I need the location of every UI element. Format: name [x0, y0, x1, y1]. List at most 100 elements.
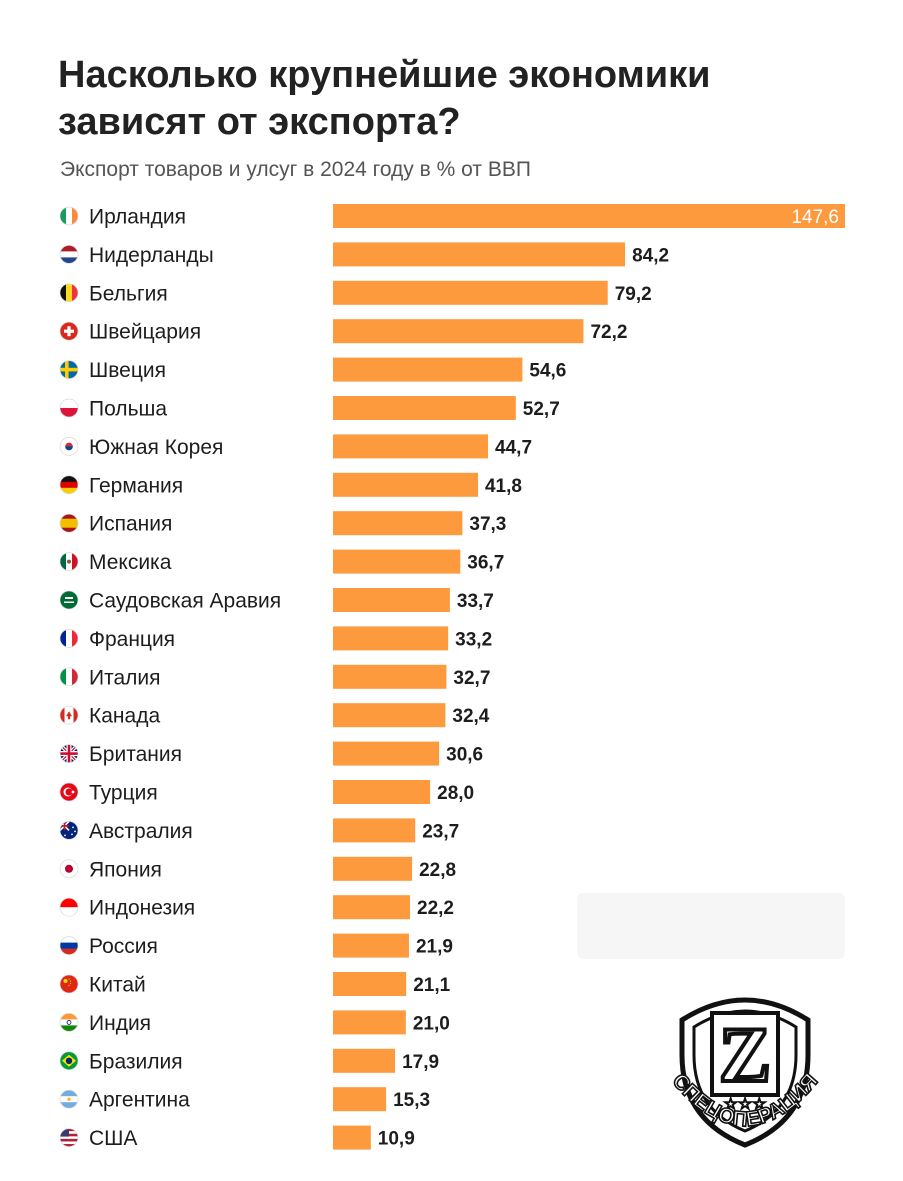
- bar: [333, 895, 411, 920]
- category-label: Австралия: [89, 820, 193, 843]
- category-label: Польша: [89, 398, 167, 421]
- chart-row: Германия 41,8: [59, 472, 522, 497]
- bar: [333, 204, 845, 228]
- category-label: Германия: [89, 474, 183, 497]
- chart-row: Нидерланды 84,2: [59, 242, 669, 267]
- bar: [333, 588, 450, 612]
- bar: [333, 434, 489, 459]
- value-label: 33,2: [455, 629, 492, 650]
- category-label: Бельгия: [89, 282, 168, 305]
- svg-text:☆☆☆: ☆☆☆: [723, 1096, 766, 1113]
- category-label: Индия: [89, 1012, 151, 1035]
- flag-poland-icon: [59, 398, 79, 418]
- bar: [333, 626, 449, 651]
- chart-row: Китай 21,1: [59, 972, 451, 997]
- flag-india-icon: [59, 1013, 79, 1032]
- bar: [333, 1125, 371, 1150]
- category-label: Франция: [89, 628, 175, 651]
- chart-row: Польша 52,7: [59, 396, 560, 421]
- chart-row: Япония 22,8: [59, 856, 456, 881]
- chart-row: Ирландия 147,6: [59, 204, 845, 229]
- category-label: Швейцария: [89, 321, 201, 344]
- category-label: Ирландия: [89, 206, 186, 229]
- flag-mexico-icon: [59, 552, 79, 571]
- bar: [333, 703, 446, 728]
- value-label: 33,7: [457, 591, 494, 612]
- value-label: 21,1: [413, 975, 450, 996]
- value-label: 32,7: [453, 668, 490, 689]
- bar: [333, 664, 447, 689]
- flag-indonesia-icon: [59, 897, 79, 917]
- flag-sweden-icon: [59, 360, 79, 379]
- chart-row: Турция 28,0: [59, 780, 474, 805]
- category-label: Индонезия: [89, 897, 195, 920]
- chart-row: Швеция 54,6: [59, 357, 566, 382]
- flag-germany-icon: [59, 475, 79, 495]
- chart-row: Британия 30,6: [59, 741, 483, 766]
- flag-france-icon: [59, 629, 79, 648]
- bar: [333, 280, 608, 305]
- bar: [333, 319, 584, 344]
- chart-row: Индия 21,0: [59, 1010, 450, 1035]
- chart-row: Аргентина 15,3: [59, 1087, 430, 1112]
- chart-row: Италия 32,7: [59, 664, 490, 689]
- chart-row: Франция 33,2: [59, 626, 492, 651]
- blurred-area: [577, 893, 845, 959]
- bar: [333, 472, 478, 497]
- value-label: 15,3: [393, 1090, 430, 1111]
- chart-subtitle: Экспорт товаров и улсуг в 2024 году в % …: [60, 158, 531, 181]
- category-label: Канада: [89, 705, 160, 728]
- flag-usa-icon: [59, 1128, 79, 1147]
- chart-row: Бельгия 79,2: [59, 280, 652, 305]
- value-label: 79,2: [615, 284, 652, 305]
- category-label: Нидерланды: [89, 244, 214, 267]
- value-label: 28,0: [437, 783, 474, 804]
- chart-row: Канада 32,4: [59, 703, 490, 728]
- value-label: 41,8: [485, 476, 522, 497]
- flag-ireland-icon: [59, 206, 79, 226]
- value-label: 32,4: [452, 706, 489, 727]
- bar: [333, 1048, 396, 1073]
- bar: [333, 1010, 406, 1035]
- flag-china-icon: [59, 974, 79, 994]
- flag-turkey-icon: [59, 782, 79, 802]
- chart-row: Саудовская Аравия 33,7: [59, 588, 494, 613]
- bar: [333, 856, 413, 881]
- value-label: 52,7: [523, 399, 560, 420]
- chart-row: Бразилия 17,9: [59, 1048, 439, 1073]
- bar: [333, 511, 463, 536]
- category-label: Турция: [89, 782, 158, 805]
- value-label: 147,6: [791, 207, 839, 228]
- chart-row: США 10,9: [59, 1125, 415, 1150]
- category-label: Британия: [89, 743, 182, 766]
- category-label: Бразилия: [89, 1050, 183, 1073]
- flag-uk-icon: [59, 744, 79, 763]
- flag-south-korea-icon: [59, 437, 79, 456]
- z-badge-icon: Z ☆☆☆ СПЕЦОПЕРАЦИЯ: [667, 997, 823, 1148]
- value-label: 21,9: [416, 937, 453, 958]
- flag-netherlands-icon: [59, 245, 79, 264]
- bar: [333, 780, 431, 804]
- value-label: 22,2: [417, 898, 454, 919]
- z-badge-letter: Z: [719, 1011, 771, 1098]
- flag-russia-icon: [59, 936, 79, 955]
- chart-title: Насколько крупнейшие экономики зависят о…: [58, 54, 711, 143]
- flag-brazil-icon: [59, 1051, 79, 1071]
- value-label: 72,2: [590, 322, 627, 343]
- chart-row: Австралия 23,7: [59, 818, 459, 843]
- flag-spain-icon: [59, 513, 79, 533]
- chart-row: Россия 21,9: [59, 933, 453, 958]
- bar: [333, 242, 626, 267]
- bar: [333, 933, 409, 958]
- value-label: 23,7: [422, 821, 459, 842]
- bar: [333, 357, 523, 382]
- category-label: Южная Корея: [89, 436, 223, 459]
- flag-argentina-icon: [59, 1089, 79, 1109]
- value-label: 54,6: [529, 361, 566, 382]
- value-label: 44,7: [495, 437, 532, 458]
- flag-italy-icon: [59, 667, 79, 687]
- flag-saudi-arabia-icon: [59, 590, 79, 610]
- category-label: Италия: [89, 666, 161, 689]
- value-label: 30,6: [446, 745, 483, 766]
